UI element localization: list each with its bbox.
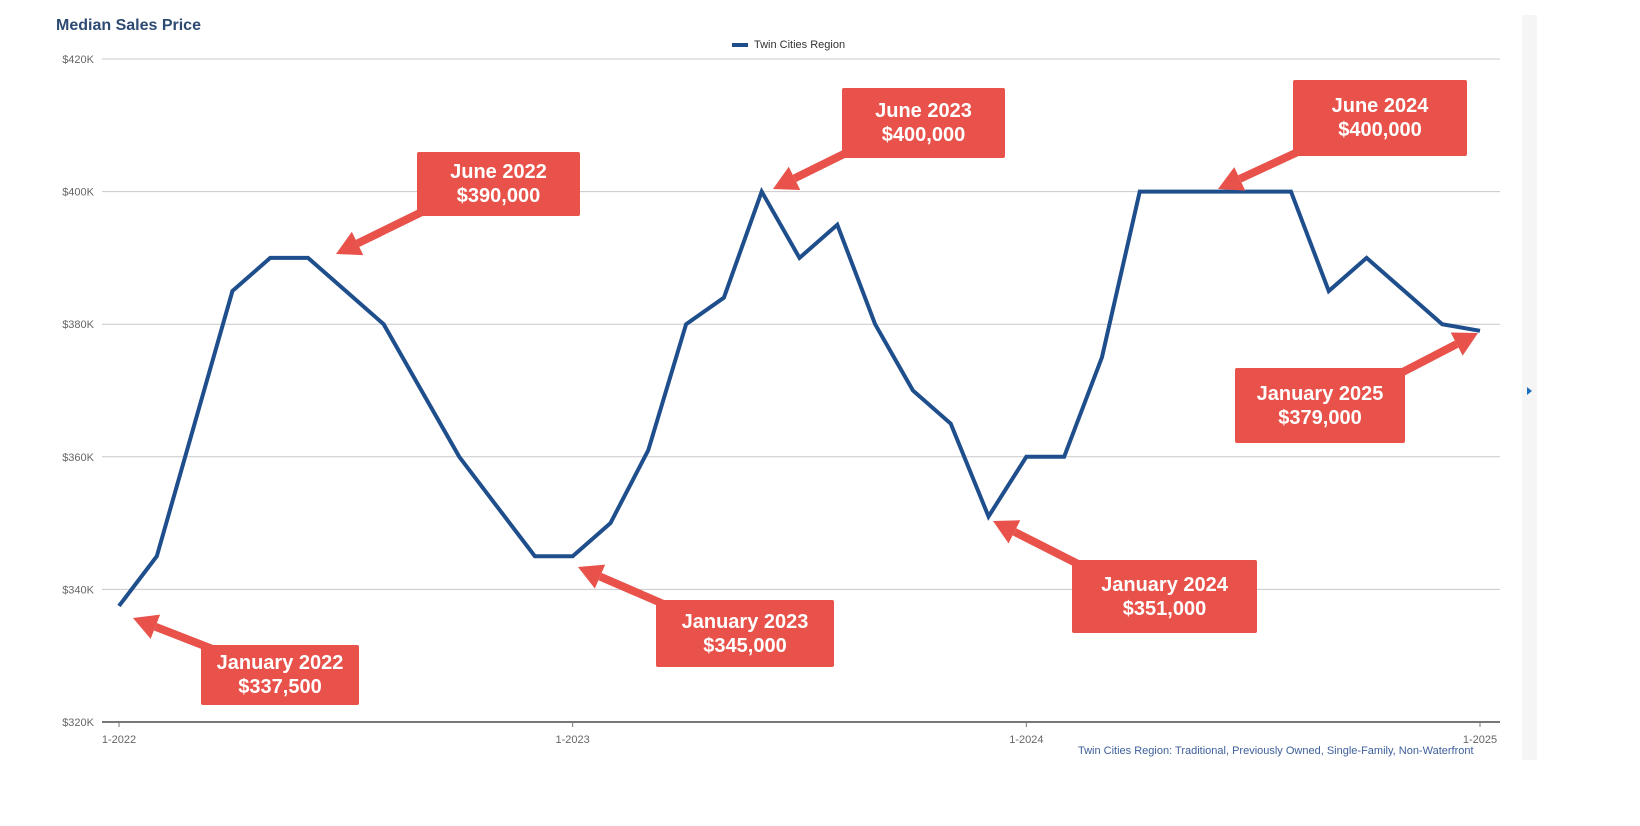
- y-tick-label: $380K: [62, 319, 94, 331]
- annotation-price: $400,000: [1338, 119, 1422, 141]
- annotation-callout: June 2023 $400,000: [842, 88, 1005, 158]
- annotation-date: January 2022: [216, 652, 344, 674]
- annotation-arrow-head: [578, 564, 606, 589]
- annotation-date: June 2023: [875, 100, 972, 122]
- annotation-arrow-shaft: [1012, 528, 1084, 570]
- annotation-callout: June 2024 $400,000: [1293, 80, 1467, 156]
- y-tick-label: $400K: [62, 187, 94, 199]
- legend-label: Twin Cities Region: [754, 39, 846, 51]
- annotation-callout: June 2022 $390,000: [417, 152, 580, 216]
- annotation-price: $337,500: [238, 676, 322, 698]
- annotation-date: January 2024: [1101, 573, 1228, 596]
- annotation-price: $390,000: [456, 185, 541, 207]
- annotation-date: June 2022: [450, 161, 547, 183]
- chart-footnote: Twin Cities Region: Traditional, Previou…: [1078, 745, 1474, 757]
- expand-arrow-icon[interactable]: [1527, 387, 1532, 395]
- x-tick-label: 1-2024: [1009, 734, 1043, 746]
- annotation-arrow-shaft: [1238, 146, 1304, 183]
- x-tick-label: 1-2022: [102, 734, 136, 746]
- annotation-arrow-head: [1218, 167, 1246, 191]
- annotation-price: $345,000: [703, 634, 787, 657]
- annotation-callout: January 2025 $379,000: [1235, 368, 1405, 443]
- y-tick-label: $360K: [62, 452, 94, 464]
- annotation-arrow-head: [133, 614, 161, 639]
- annotation-callout: January 2022 $337,500: [201, 645, 359, 705]
- annotation-callout: January 2024 $351,000: [1072, 560, 1257, 633]
- annotation-date: January 2025: [1256, 382, 1384, 405]
- x-tick-label: 1-2023: [556, 734, 590, 746]
- annotation-price: $351,000: [1122, 597, 1207, 620]
- y-tick-label: $320K: [62, 717, 94, 729]
- annotation-arrow-shaft: [1393, 340, 1459, 380]
- legend-swatch: [732, 43, 748, 47]
- annotation-arrow-head: [773, 166, 801, 191]
- annotation-callout: January 2023 $345,000: [656, 600, 834, 667]
- annotation-date: January 2023: [681, 610, 809, 633]
- annotation-price: $400,000: [881, 124, 966, 146]
- annotation-date: June 2024: [1331, 95, 1429, 117]
- annotation-arrow-head: [336, 231, 364, 256]
- annotation-price: $379,000: [1278, 406, 1362, 429]
- x-tick-label: 1-2025: [1463, 734, 1497, 746]
- chart-title: Median Sales Price: [56, 17, 201, 34]
- y-tick-label: $420K: [62, 54, 94, 66]
- legend[interactable]: Twin Cities Region: [732, 39, 845, 51]
- annotation-arrow-head: [993, 520, 1021, 544]
- annotation-arrow-head: [1450, 332, 1478, 356]
- y-tick-label: $340K: [62, 584, 94, 596]
